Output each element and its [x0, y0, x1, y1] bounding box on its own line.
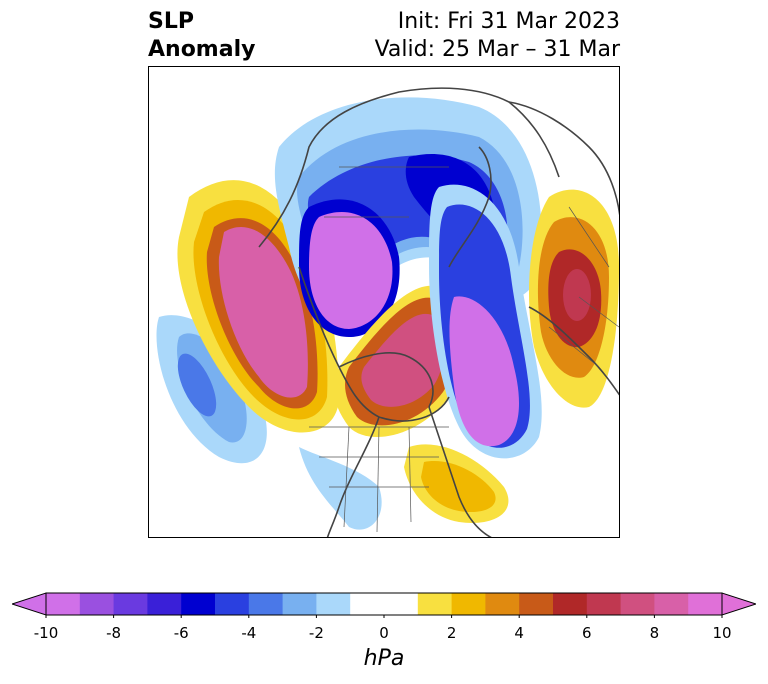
colorbar-tick-label: 6: [582, 624, 592, 642]
colorbar-bin: [688, 593, 723, 615]
colorbar-bin: [485, 593, 520, 615]
init-date: Init: Fri 31 Mar 2023: [397, 9, 620, 34]
colorbar-extend-max: [721, 592, 756, 616]
colorbar-tick-label: 8: [649, 624, 660, 642]
colorbar-tick-label: -8: [106, 624, 122, 642]
eurasia-high-anomaly: [529, 189, 619, 408]
colorbar-bin: [181, 593, 216, 615]
title-anomaly: Anomaly: [148, 37, 256, 62]
colorbar-bin: [147, 593, 182, 615]
colorbar-tick-label: -4: [241, 624, 257, 642]
political-borders: [309, 166, 619, 533]
colorbar-bin: [620, 593, 655, 615]
colorbar-bin: [654, 593, 689, 615]
colorbar-tick-label: -2: [308, 624, 324, 642]
colorbar-bin: [586, 593, 622, 615]
title-right: Init: Fri 31 Mar 2023 Valid: 25 Mar – 31…: [375, 8, 620, 64]
title-variable: SLP: [148, 9, 194, 34]
colorbar: [12, 592, 756, 618]
colorbar-bin: [451, 593, 486, 615]
colorbar-bin: [46, 593, 81, 615]
southeast-us-high: [404, 444, 509, 523]
colorbar-tick-label: 2: [446, 624, 457, 642]
colorbar-tick-label: -10: [33, 624, 59, 642]
canada-low-core: [299, 199, 400, 337]
anomaly-map: [156, 87, 619, 537]
colorbar-bin: [248, 593, 284, 615]
colorbar-tick-label: 4: [514, 624, 524, 642]
colorbar-bin: [113, 593, 148, 615]
coastlines: [258, 87, 619, 537]
title-left: SLP Anomaly: [148, 8, 255, 64]
colorbar-unit: hPa: [363, 646, 405, 671]
valid-range: Valid: 25 Mar – 31 Mar: [374, 37, 620, 62]
colorbar-extend-min: [12, 592, 47, 616]
colorbar-bin: [316, 593, 351, 615]
atlantic-low-anomaly: [429, 184, 542, 459]
colorbar-tick-label: -6: [173, 624, 189, 642]
colorbar-bin: [350, 593, 385, 615]
colorbar-tick-label: 10: [712, 624, 732, 642]
colorbar-bin: [282, 593, 317, 615]
colorbar-bin: [79, 593, 115, 615]
colorbar-bin: [215, 593, 250, 615]
western-us-low: [299, 447, 382, 530]
colorbar-bin: [519, 593, 554, 615]
hudson-high-anomaly: [333, 285, 463, 437]
colorbar-tick-label: 0: [379, 624, 389, 642]
colorbar-bin: [384, 593, 419, 615]
colorbar-bin: [417, 593, 453, 615]
pacific-low-anomaly: [156, 315, 267, 464]
map-panel: [148, 66, 620, 538]
colorbar-bin: [553, 593, 588, 615]
